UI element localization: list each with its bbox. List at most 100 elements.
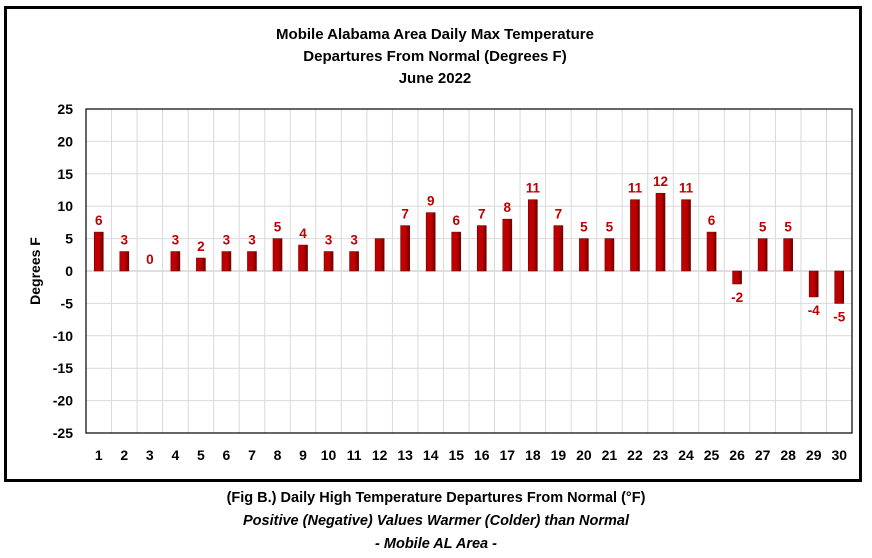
x-tick-label: 2 <box>120 447 128 463</box>
bar-day-28 <box>783 238 793 272</box>
x-tick-label: 6 <box>223 447 231 463</box>
x-tick-label: 9 <box>299 447 307 463</box>
data-label: 3 <box>248 233 256 248</box>
x-tick-label: 29 <box>806 447 822 463</box>
bar-day-1 <box>93 231 104 272</box>
bar-day-14 <box>425 212 436 272</box>
y-tick-label: -20 <box>53 393 73 409</box>
x-tick-label: 16 <box>474 447 490 463</box>
y-tick-label: -15 <box>53 360 73 376</box>
x-tick-label: 24 <box>678 447 694 463</box>
chart-title-line: Mobile Alabama Area Daily Max Temperatur… <box>276 26 594 43</box>
x-tick-label: 11 <box>347 447 362 463</box>
data-label: 6 <box>452 213 460 228</box>
bar-day-23 <box>655 192 666 272</box>
x-tick-label: 14 <box>423 447 439 463</box>
bar-day-26 <box>732 270 742 285</box>
y-tick-label: 0 <box>65 263 73 279</box>
figure-location-caption: - Mobile AL Area - <box>375 536 497 552</box>
x-tick-label: 7 <box>248 447 256 463</box>
figure-caption: (Fig B.) Daily High Temperature Departur… <box>226 490 646 506</box>
x-tick-label: 1 <box>95 447 103 463</box>
bar-day-13 <box>400 225 410 272</box>
y-tick-label: 5 <box>65 231 73 247</box>
bar-day-29 <box>808 270 819 298</box>
bar-day-21 <box>604 238 615 272</box>
data-label: -4 <box>808 303 820 318</box>
y-tick-label: 25 <box>57 101 73 117</box>
y-axis-label: Degrees F <box>27 237 43 305</box>
data-label: 4 <box>299 226 307 241</box>
x-tick-label: 5 <box>197 447 205 463</box>
bar-day-18 <box>528 199 538 272</box>
chart-title-line: Departures From Normal (Degrees F) <box>303 48 566 65</box>
data-label: 8 <box>504 200 512 215</box>
x-tick-label: 30 <box>831 447 847 463</box>
x-tick-label: 19 <box>551 447 567 463</box>
plot-area-border <box>85 108 853 434</box>
data-label: -5 <box>833 309 845 324</box>
x-tick-label: 15 <box>448 447 464 463</box>
data-label: 9 <box>427 194 435 209</box>
bar-day-27 <box>757 238 768 272</box>
data-label: 3 <box>121 233 129 248</box>
x-tick-label: 18 <box>525 447 541 463</box>
bar-day-17 <box>502 218 513 272</box>
bar-day-12 <box>374 238 385 272</box>
y-tick-label: 15 <box>57 166 73 182</box>
x-tick-label: 12 <box>372 447 388 463</box>
temperature-departure-chart: Mobile Alabama Area Daily Max Temperatur… <box>27 26 853 463</box>
data-label: 11 <box>679 181 694 196</box>
data-label: 5 <box>606 220 614 235</box>
data-label: 5 <box>274 220 282 235</box>
data-label: 3 <box>325 233 333 248</box>
chart-frame: Mobile Alabama Area Daily Max Temperatur… <box>4 6 862 482</box>
chart-title-line: June 2022 <box>399 70 472 87</box>
data-label: 3 <box>223 233 231 248</box>
x-tick-label: 8 <box>274 447 282 463</box>
x-tick-label: 25 <box>704 447 720 463</box>
bar-day-15 <box>451 231 462 272</box>
bar-day-24 <box>681 199 691 272</box>
x-tick-label: 21 <box>602 447 618 463</box>
data-label: 12 <box>653 174 668 189</box>
data-label: 11 <box>628 181 643 196</box>
bar-day-10 <box>323 251 334 272</box>
data-label: -2 <box>731 290 743 305</box>
data-label: 5 <box>784 220 792 235</box>
x-tick-label: 4 <box>171 447 179 463</box>
y-tick-label: 20 <box>57 133 73 149</box>
bar-day-7 <box>247 251 257 272</box>
data-label: 7 <box>401 207 409 222</box>
bar-day-19 <box>553 225 564 272</box>
bar-day-22 <box>630 199 640 272</box>
data-label: 5 <box>580 220 588 235</box>
bar-day-11 <box>349 251 359 272</box>
x-tick-label: 28 <box>780 447 796 463</box>
x-tick-label: 23 <box>653 447 669 463</box>
y-tick-label: 10 <box>57 198 73 214</box>
x-tick-label: 27 <box>755 447 771 463</box>
bar-day-25 <box>706 231 717 272</box>
data-label: 11 <box>526 181 541 196</box>
data-label: 5 <box>759 220 767 235</box>
data-label: 7 <box>478 207 486 222</box>
bar-day-8 <box>272 238 283 272</box>
bar-day-6 <box>221 251 232 272</box>
bar-day-2 <box>119 251 130 272</box>
x-tick-label: 17 <box>500 447 516 463</box>
y-tick-label: -5 <box>61 295 74 311</box>
data-label: 0 <box>146 252 154 267</box>
y-tick-label: -25 <box>53 425 73 441</box>
x-tick-label: 13 <box>397 447 413 463</box>
data-label: 2 <box>197 239 205 254</box>
data-label: 3 <box>172 233 180 248</box>
bar-day-20 <box>579 238 589 272</box>
bar-day-16 <box>476 225 487 272</box>
data-label: 6 <box>708 213 716 228</box>
data-label: 7 <box>555 207 563 222</box>
x-tick-label: 22 <box>627 447 643 463</box>
x-tick-label: 26 <box>729 447 745 463</box>
y-tick-label: -10 <box>53 328 73 344</box>
x-tick-label: 20 <box>576 447 592 463</box>
